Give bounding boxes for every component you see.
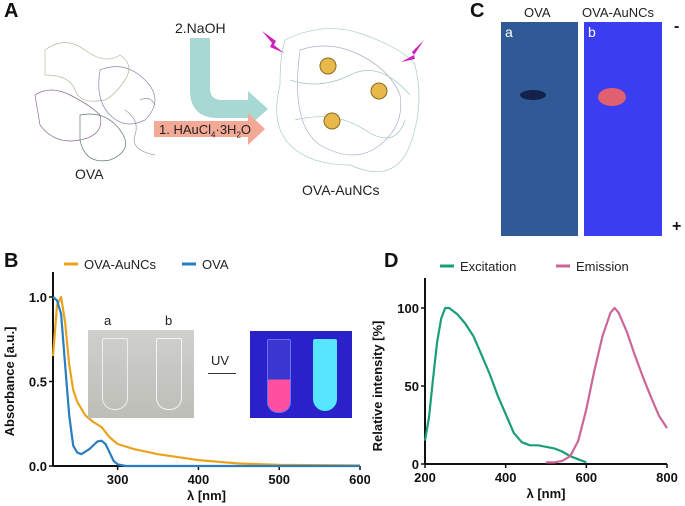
inset-label-b: b [165,313,173,328]
minus-electrode: - [674,18,680,35]
haucl4-sub: 4 [211,130,216,140]
panel-label-a: A [4,0,19,22]
haucl4-end: O [240,122,252,137]
y-tick-label: 50 [405,379,419,394]
tube-b [156,338,182,410]
legend-label-ova: OVA [202,257,229,272]
y-tick-label: 0.5 [29,375,47,390]
series-line-ova [52,296,360,468]
lane-a-letter: a [505,24,513,40]
x-tick-label: 500 [268,472,290,487]
tube-a-uv [267,339,291,413]
haucl4-mid: ·3H [215,122,237,137]
x-tick-label: 400 [495,470,517,485]
x-axis-label: λ [nm] [187,488,226,503]
chart-b: 300 400 500 600 0.0 0.5 1.0 λ [nm] Absorbance [a… [2,257,370,503]
gold-cluster-1 [319,57,337,75]
tube-b-uv [313,339,337,411]
x-tick-label: 800 [656,470,678,485]
y-tick-label: 0.0 [29,459,47,474]
legend-label-emission: Emission [576,259,629,274]
ova-label: OVA [75,166,104,182]
y-axis-label: Absorbance [a.u.] [2,327,17,437]
legend-label-ova-auncs: OVA-AuNCs [84,257,156,272]
tubes-photo-uv [250,331,352,418]
panel-label-c: C [470,0,485,22]
haucl4-sub2: 2 [236,130,241,140]
haucl4-arrow [154,113,265,145]
x-tick-label: 400 [188,472,210,487]
ova-protein-structure [34,42,156,162]
panel-label-d: D [384,250,399,272]
tube-a [102,338,128,410]
lightning-right-icon [401,40,424,62]
y-axis-label: Relative intensity [%] [370,321,385,452]
panel-label-b: B [4,250,19,272]
gold-cluster-3 [323,112,341,130]
haucl4-label: 1. HAuCl4·3H2O [159,122,251,140]
haucl4-text: 1. HAuCl [159,122,212,137]
tubes-photo-daylight [88,330,194,418]
uv-arrow [208,373,236,374]
series-line-ova-auncs [51,295,361,467]
x-axis-label: λ [nm] [527,486,566,501]
lane-b-title: OVA-AuNCs [582,5,654,20]
lane-b-letter: b [588,24,596,40]
lightning-left-icon [262,31,284,53]
x-tick-label: 600 [575,470,597,485]
series-line-excitation [423,306,587,464]
gel-band-ova [520,90,546,100]
inset-label-a: a [104,313,112,328]
panel-a-scheme [34,28,424,172]
plus-electrode: + [672,218,682,235]
x-tick-label: 300 [107,472,129,487]
series-line-emission [546,306,668,464]
lane-a-title: OVA [524,5,551,20]
y-tick-label: 1.0 [29,290,47,305]
naoh-label: 2.NaOH [175,20,226,36]
ova-aunc-structure [276,28,420,172]
chart-d: 200 400 600 800 0 50 100 λ [nm] Relative intensi… [370,259,678,501]
x-tick-label: 600 [349,472,370,487]
gel-lane-b: b [584,22,662,236]
y-tick-label: 100 [397,301,419,316]
gold-cluster-2 [370,82,388,100]
x-tick-label: 200 [414,470,436,485]
naoh-arrow [190,38,268,127]
gel-lane-a: a [501,22,578,236]
y-tick-label: 0 [412,457,419,472]
legend-label-excitation: Excitation [460,259,516,274]
ova-aunc-label: OVA-AuNCs [302,182,380,198]
gel-band-ova-aunc [598,88,626,106]
uv-label: UV [211,353,230,368]
